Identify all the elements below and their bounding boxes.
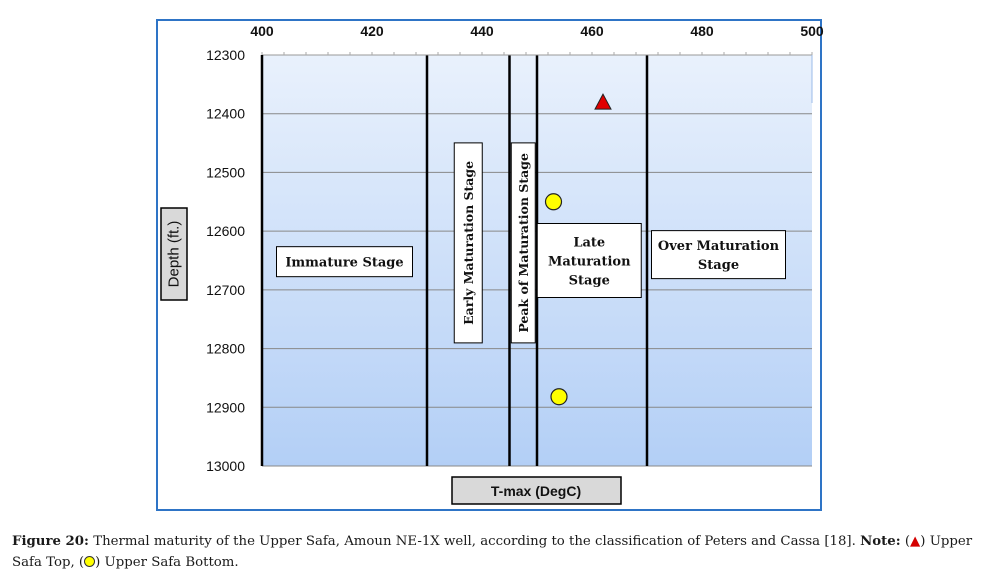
caption-text: Thermal maturity of the Upper Safa, Amou… — [93, 534, 856, 549]
stage-label-line: Immature Stage — [285, 256, 403, 271]
y-tick-label: 12500 — [206, 164, 245, 180]
y-tick-label: 13000 — [206, 458, 245, 474]
x-tick-label: 420 — [360, 23, 384, 39]
stage-label-line: Late — [573, 236, 605, 251]
stage-box — [651, 230, 786, 280]
thermal-maturity-chart: 400 420 440 460 480 500 12300 12400 12500 12600 1… — [156, 19, 824, 511]
figure-caption: Figure 20: Thermal maturity of the Upper… — [12, 534, 973, 570]
triangle-marker-icon: ▲ — [910, 534, 921, 549]
upper-safa-bottom-point — [550, 388, 568, 406]
stage-box — [453, 142, 483, 344]
upper-safa-top-point — [594, 93, 612, 110]
stage-label: Over Maturation Stage — [658, 239, 780, 273]
y-tick-label: 12400 — [206, 106, 245, 122]
x-tick-label: 440 — [470, 23, 494, 39]
y-axis-label-box — [160, 207, 188, 301]
stage-box — [276, 246, 413, 278]
y-tick-label: 12900 — [206, 399, 245, 415]
y-tick-label: 12600 — [206, 223, 245, 239]
stage-label-line: Over Maturation — [658, 239, 780, 254]
caption-label: Figure 20: — [12, 534, 89, 549]
x-axis-label: T-max (DegC) — [491, 483, 581, 499]
x-tick-label: 460 — [580, 23, 604, 39]
caption-bottom-text: Upper Safa Bottom. — [104, 555, 239, 570]
stage-label: Peak of Maturation Stage — [516, 153, 531, 333]
stage-label: Early Maturation Stage — [461, 161, 476, 325]
x-tick-label: 400 — [250, 23, 274, 39]
caption-top-text: Upper Safa Top, — [12, 534, 973, 570]
stage-label-line: Stage — [569, 274, 610, 289]
x-tick-label: 500 — [800, 23, 824, 39]
y-axis-label: Depth (ft.) — [166, 221, 183, 288]
upper-safa-bottom-point — [544, 193, 563, 211]
caption-note-label: Note: — [860, 534, 901, 549]
stage-box — [510, 142, 536, 344]
y-tick-label: 12800 — [206, 341, 245, 357]
y-tick-label: 12300 — [206, 47, 245, 63]
stage-box — [536, 223, 642, 298]
stage-label: Late Maturation Stage — [548, 236, 631, 289]
stage-label-line: Maturation — [548, 255, 631, 270]
stage-label: Immature Stage — [285, 256, 403, 271]
x-tick-label: 480 — [690, 23, 714, 39]
circle-marker-icon — [84, 556, 96, 567]
y-tick-label: 12700 — [206, 282, 245, 298]
stage-label-line: Stage — [698, 258, 739, 273]
x-axis-label-box — [451, 476, 622, 505]
